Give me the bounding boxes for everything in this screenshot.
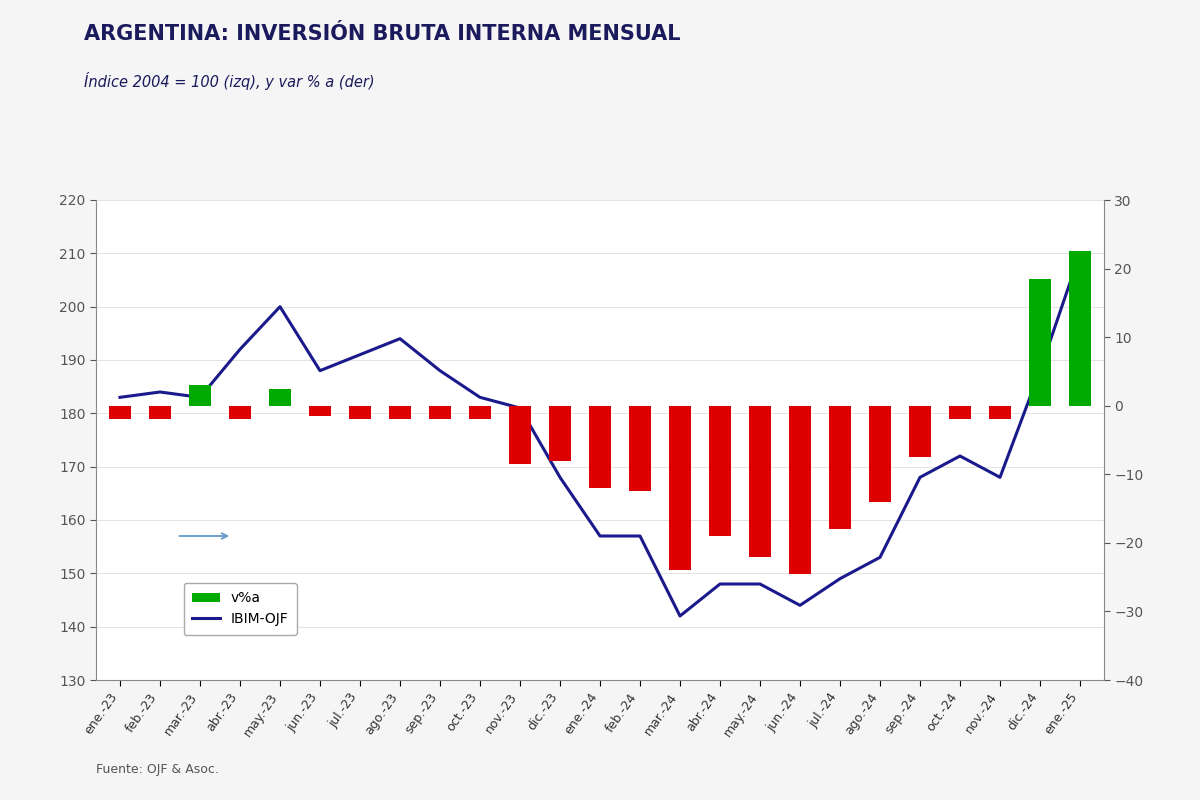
Bar bbox=[589, 406, 611, 488]
Bar bbox=[1030, 279, 1051, 406]
Bar bbox=[670, 406, 691, 570]
Bar bbox=[229, 406, 251, 419]
Bar bbox=[109, 406, 131, 419]
Bar bbox=[869, 406, 890, 502]
Bar bbox=[389, 406, 410, 419]
Bar bbox=[269, 389, 292, 406]
Bar bbox=[910, 406, 931, 457]
Bar bbox=[349, 406, 371, 419]
Bar bbox=[149, 406, 172, 419]
Bar bbox=[469, 406, 491, 419]
Bar bbox=[629, 406, 650, 491]
Bar bbox=[989, 406, 1010, 419]
Text: ARGENTINA: INVERSIÓN BRUTA INTERNA MENSUAL: ARGENTINA: INVERSIÓN BRUTA INTERNA MENSU… bbox=[84, 24, 680, 44]
Bar bbox=[190, 385, 211, 406]
Bar bbox=[550, 406, 571, 461]
Bar bbox=[749, 406, 772, 557]
Bar bbox=[430, 406, 451, 419]
Legend: v%a, IBIM-OJF: v%a, IBIM-OJF bbox=[184, 583, 296, 634]
Text: Fuente: OJF & Asoc.: Fuente: OJF & Asoc. bbox=[96, 763, 218, 776]
Bar bbox=[509, 406, 530, 464]
Text: Índice 2004 = 100 (izq), y var % a (der): Índice 2004 = 100 (izq), y var % a (der) bbox=[84, 72, 374, 90]
Bar bbox=[709, 406, 731, 536]
Bar bbox=[949, 406, 971, 419]
Bar bbox=[310, 406, 331, 416]
Bar bbox=[790, 406, 811, 574]
Bar bbox=[829, 406, 851, 529]
Bar bbox=[1069, 251, 1091, 406]
